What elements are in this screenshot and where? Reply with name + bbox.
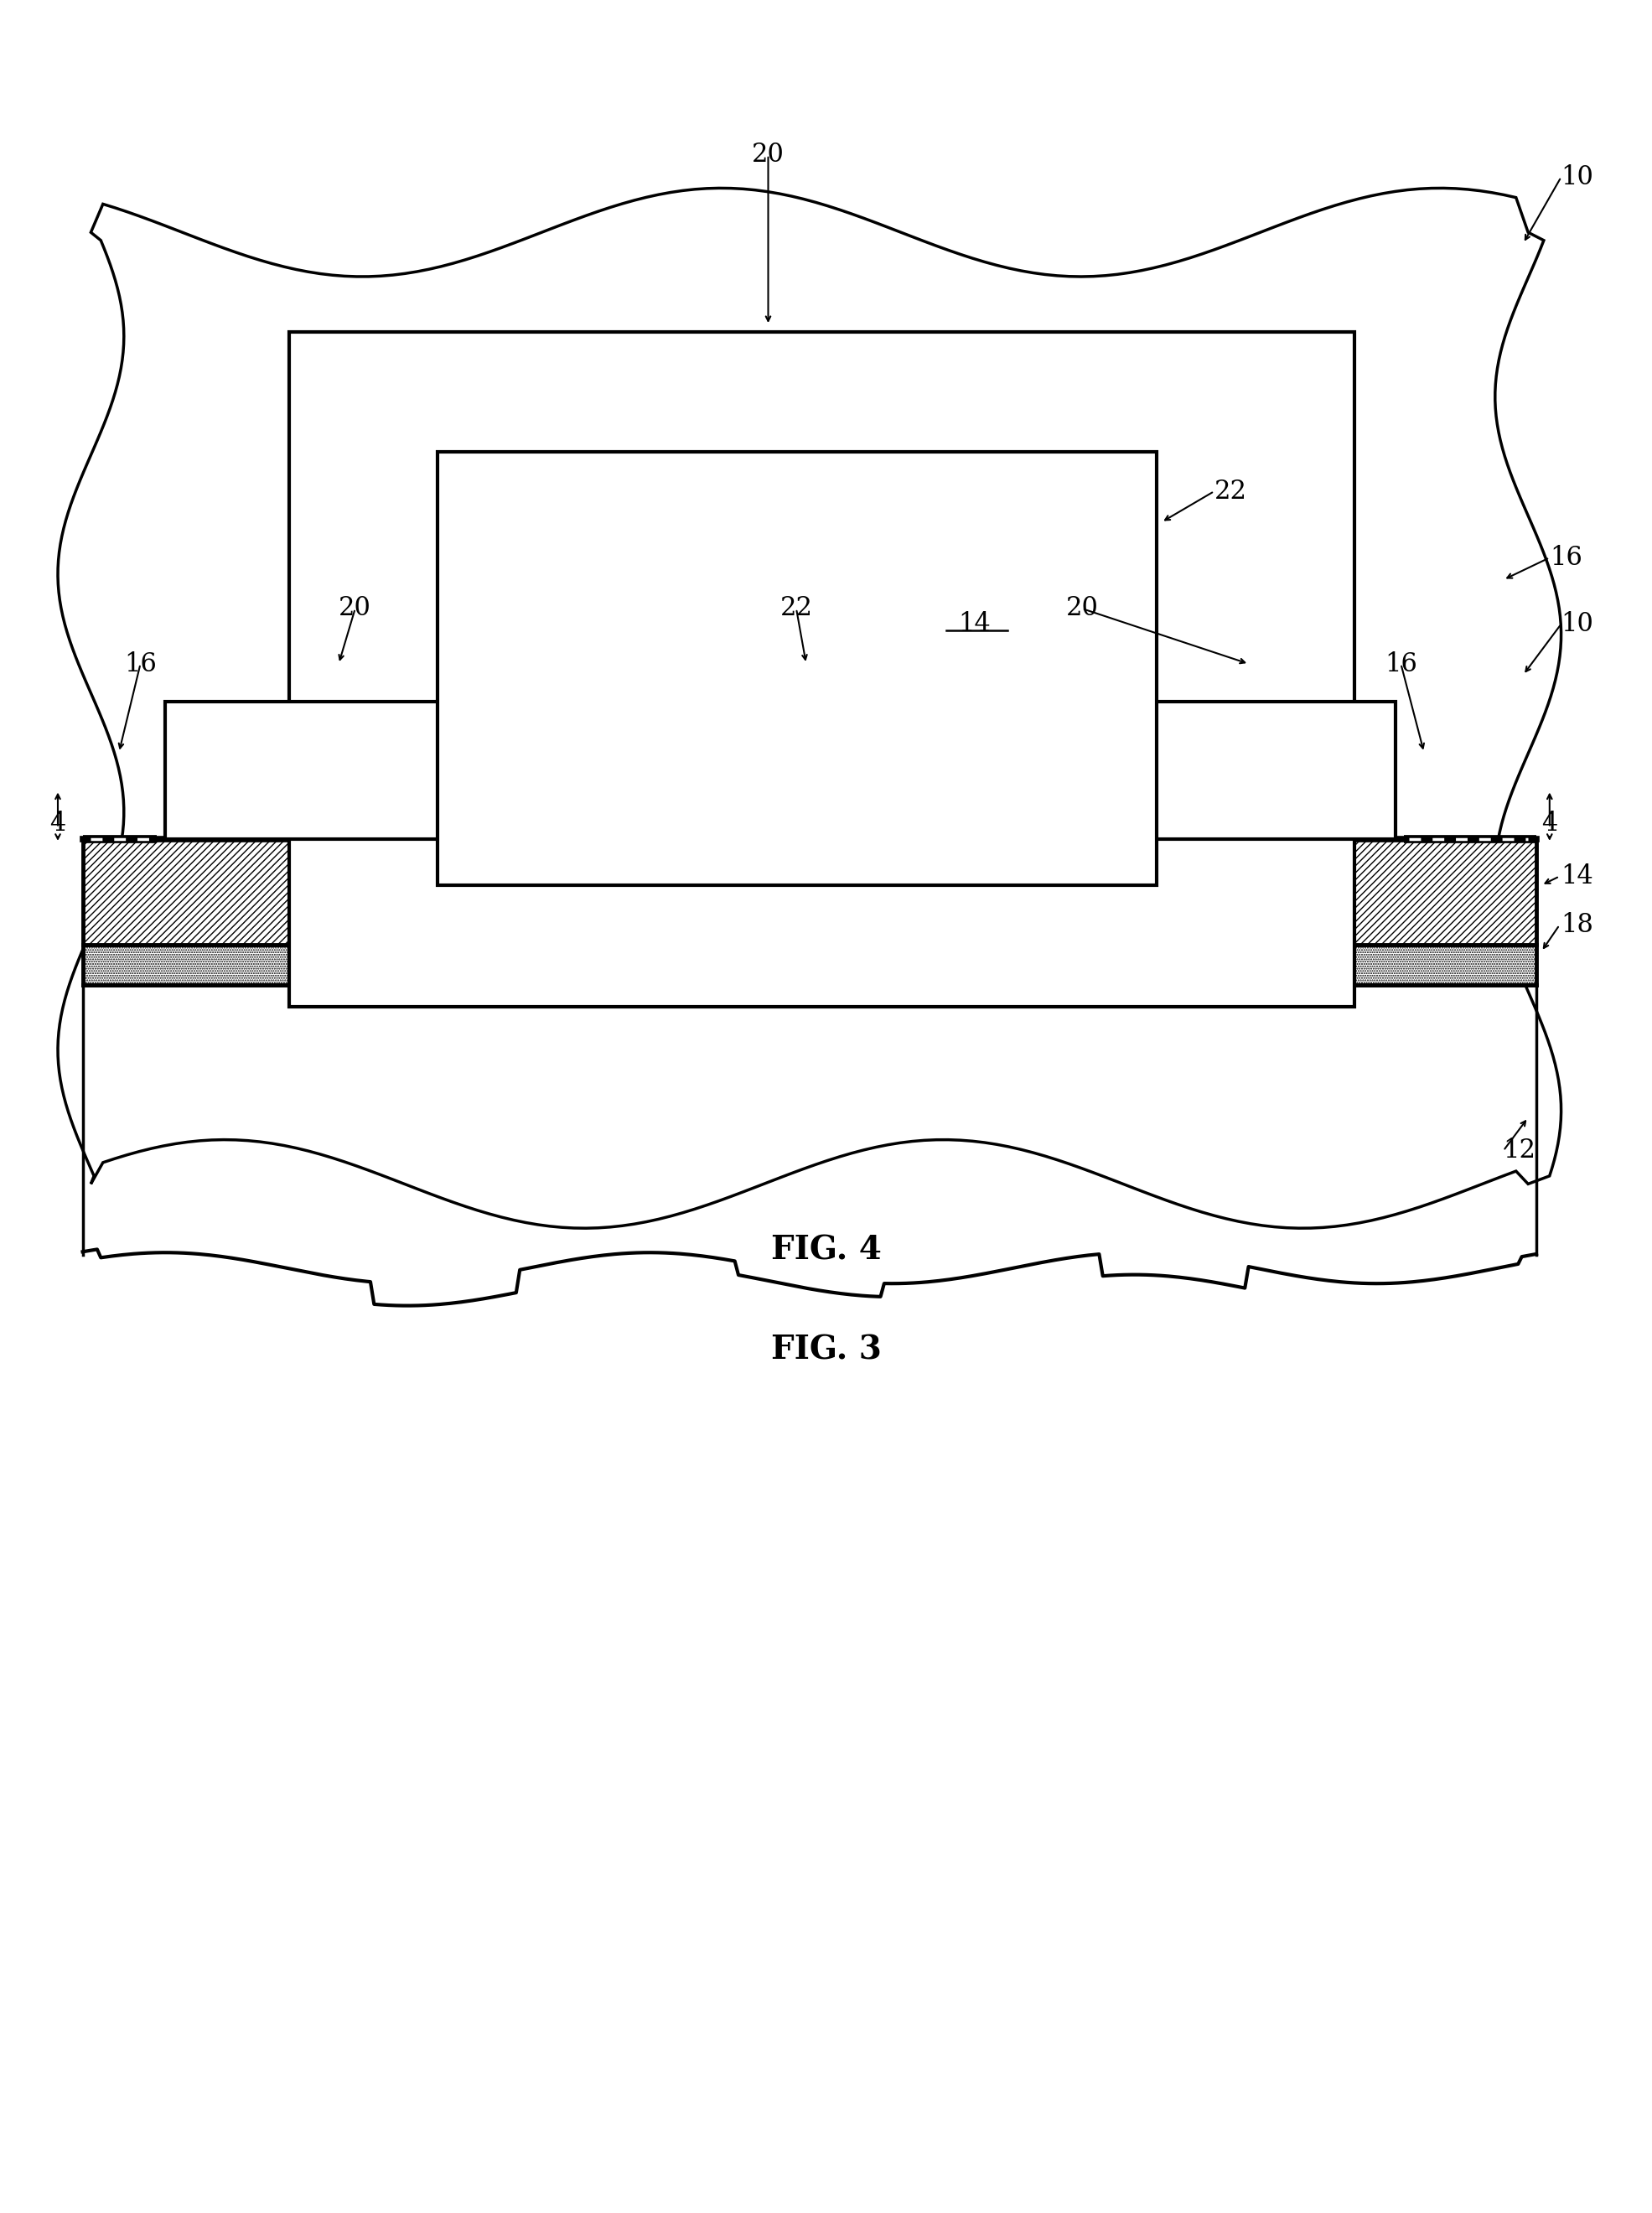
Text: 10: 10 (1561, 611, 1594, 637)
Text: 4: 4 (1541, 810, 1558, 837)
Polygon shape (83, 945, 1536, 985)
Polygon shape (58, 188, 1561, 1228)
Text: FIG. 3: FIG. 3 (771, 1334, 881, 1365)
Polygon shape (636, 702, 966, 839)
Text: 16: 16 (124, 651, 157, 677)
Text: 4: 4 (50, 810, 66, 837)
Text: 10: 10 (1561, 164, 1594, 190)
Text: FIG. 4: FIG. 4 (771, 1235, 881, 1266)
Polygon shape (165, 702, 487, 839)
Text: 14: 14 (1561, 863, 1594, 890)
Polygon shape (1066, 702, 1396, 839)
Text: 20: 20 (752, 142, 785, 168)
Text: 18: 18 (1561, 912, 1594, 938)
Text: 16: 16 (1550, 544, 1583, 571)
Polygon shape (83, 839, 1536, 945)
Polygon shape (438, 451, 1156, 885)
Polygon shape (83, 985, 1536, 1295)
Text: 20: 20 (1066, 595, 1099, 622)
Text: 16: 16 (1384, 651, 1417, 677)
Text: 22: 22 (1214, 478, 1247, 505)
Text: 20: 20 (339, 595, 372, 622)
Text: 12: 12 (1503, 1137, 1536, 1164)
Polygon shape (289, 332, 1355, 1007)
Text: 22: 22 (780, 595, 813, 622)
Text: 14: 14 (958, 611, 991, 637)
